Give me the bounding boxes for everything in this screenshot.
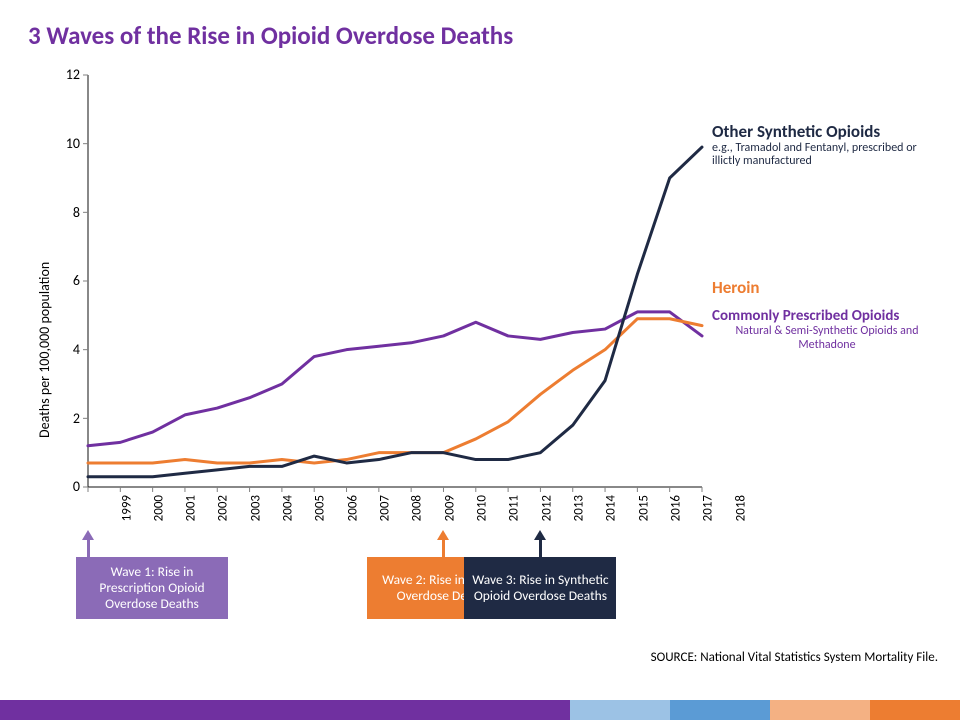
wave2-arrow-shaft xyxy=(442,540,445,557)
heroin-series-label: Heroin xyxy=(712,278,912,298)
x-tick-label: 2012 xyxy=(539,495,554,521)
x-tick-label: 2004 xyxy=(280,495,295,521)
x-tick-label: 2003 xyxy=(248,495,263,521)
x-tick-label: 2016 xyxy=(668,495,683,521)
footer-segment xyxy=(570,700,670,720)
wave1-arrow-shaft xyxy=(87,540,90,557)
y-tick-label: 8 xyxy=(46,204,80,221)
series-label-primary: Commonly Prescribed Opioids xyxy=(712,308,942,325)
x-tick-label: 2013 xyxy=(571,495,586,521)
wave3-callout: Wave 3: Rise in Synthetic Opioid Overdos… xyxy=(464,557,616,619)
wave1-arrow-head-icon xyxy=(82,530,94,540)
source-citation: SOURCE: National Vital Statistics System… xyxy=(651,650,938,665)
footer-segment xyxy=(870,700,960,720)
x-tick-label: 1999 xyxy=(119,495,134,521)
x-tick-label: 2017 xyxy=(701,495,716,521)
footer-segment xyxy=(770,700,870,720)
x-tick-label: 2014 xyxy=(604,495,619,521)
wave2-arrow-head-icon xyxy=(437,530,449,540)
y-tick-label: 12 xyxy=(46,66,80,83)
x-tick-label: 2011 xyxy=(507,495,522,521)
x-tick-label: 2006 xyxy=(345,495,360,521)
footer-segment xyxy=(0,700,570,720)
prescribed-series-label: Commonly Prescribed OpioidsNatural & Sem… xyxy=(712,308,942,353)
series-label-primary: Heroin xyxy=(712,278,912,298)
wave3-arrow-shaft xyxy=(539,540,542,557)
wave3-arrow-head-icon xyxy=(534,530,546,540)
y-tick-label: 6 xyxy=(46,272,80,289)
x-tick-label: 2015 xyxy=(636,495,651,521)
x-tick-label: 2007 xyxy=(377,495,392,521)
y-tick-label: 4 xyxy=(46,341,80,358)
x-tick-label: 2018 xyxy=(733,495,748,521)
x-tick-label: 2001 xyxy=(183,495,198,521)
y-tick-label: 10 xyxy=(46,135,80,152)
footer-segment xyxy=(670,700,770,720)
synthetic-series-label: Other Synthetic Opioidse.g., Tramadol an… xyxy=(712,122,942,169)
opioid-waves-line-chart: Deaths per 100,000 population 0246810121… xyxy=(0,0,960,720)
footer-accent-stripe xyxy=(0,700,960,720)
series-label-primary: Other Synthetic Opioids xyxy=(712,122,942,142)
x-tick-label: 2008 xyxy=(410,495,425,521)
series-label-secondary: e.g., Tramadol and Fentanyl, prescribed … xyxy=(712,142,942,170)
x-tick-label: 2002 xyxy=(216,495,231,521)
x-tick-label: 2005 xyxy=(313,495,328,521)
wave1-callout: Wave 1: Rise in Prescription Opioid Over… xyxy=(76,557,228,619)
x-tick-label: 2010 xyxy=(474,495,489,521)
y-tick-label: 0 xyxy=(46,478,80,495)
x-tick-label: 2009 xyxy=(442,495,457,521)
series-label-secondary: Natural & Semi-Synthetic Opioids and Met… xyxy=(712,325,942,353)
y-tick-label: 2 xyxy=(46,410,80,427)
x-tick-label: 2000 xyxy=(151,495,166,521)
